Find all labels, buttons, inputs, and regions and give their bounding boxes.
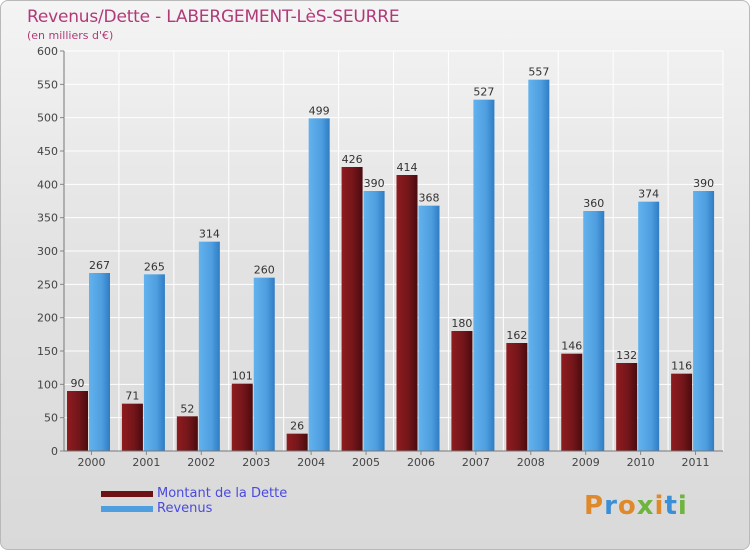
bar-revenus — [198, 241, 220, 451]
data-label-revenus: 267 — [89, 259, 110, 272]
bar-revenus — [693, 191, 715, 451]
data-label-revenus: 390 — [364, 177, 385, 190]
legend-label-revenus: Revenus — [157, 501, 213, 516]
chart-title: Revenus/Dette - LABERGEMENT-LèS-SEURRE — [27, 7, 400, 27]
bar-dette — [616, 363, 638, 451]
chart-subtitle: (en milliers d'€) — [27, 29, 114, 42]
x-tick-label: 2001 — [132, 456, 160, 469]
y-tick-label: 50 — [44, 412, 58, 425]
bar-dette — [231, 383, 253, 451]
bar-revenus — [363, 191, 385, 451]
data-label-revenus: 368 — [419, 192, 440, 205]
data-label-dette: 162 — [506, 329, 527, 342]
x-tick-label: 2000 — [77, 456, 105, 469]
data-label-dette: 146 — [561, 340, 582, 353]
x-tick-label: 2008 — [517, 456, 545, 469]
y-tick-label: 0 — [51, 445, 58, 458]
y-tick-label: 100 — [37, 378, 58, 391]
data-label-revenus: 527 — [473, 86, 494, 99]
data-label-dette: 116 — [671, 360, 692, 373]
bar-revenus — [473, 99, 495, 452]
legend-label-dette: Montant de la Dette — [157, 486, 288, 501]
legend-swatch-revenus — [101, 506, 153, 512]
x-tick-label: 2003 — [242, 456, 270, 469]
x-tick-label: 2002 — [187, 456, 215, 469]
y-tick-label: 150 — [37, 345, 58, 358]
x-tick-label: 2010 — [627, 456, 655, 469]
proxiti-logo: Proxiti — [584, 491, 688, 521]
data-label-dette: 414 — [397, 161, 418, 174]
y-tick-label: 300 — [37, 245, 58, 258]
data-label-dette: 71 — [125, 390, 139, 403]
x-tick-label: 2006 — [407, 456, 435, 469]
bar-dette — [121, 403, 143, 451]
y-tick-label: 200 — [37, 312, 58, 325]
bar-revenus — [143, 274, 165, 451]
bar-revenus — [528, 79, 550, 452]
data-label-revenus: 557 — [528, 66, 549, 79]
x-tick-label: 2007 — [462, 456, 490, 469]
x-tick-label: 2011 — [682, 456, 710, 469]
y-tick-label: 600 — [37, 45, 58, 58]
legend-swatch-dette — [101, 491, 153, 497]
bar-dette — [561, 353, 583, 451]
bar-dette — [176, 416, 198, 451]
x-tick-label: 2004 — [297, 456, 325, 469]
bar-revenus — [253, 277, 275, 451]
data-label-dette: 52 — [180, 402, 194, 415]
bar-revenus — [418, 205, 440, 451]
data-label-revenus: 374 — [638, 188, 659, 201]
y-tick-label: 400 — [37, 178, 58, 191]
y-tick-label: 450 — [37, 145, 58, 158]
bar-dette — [451, 331, 473, 451]
data-label-dette: 101 — [232, 370, 253, 383]
bar-dette — [341, 167, 363, 451]
data-label-revenus: 260 — [254, 264, 275, 277]
data-label-revenus: 390 — [693, 177, 714, 190]
bar-revenus — [308, 118, 330, 451]
bar-revenus — [638, 201, 660, 451]
bar-dette — [671, 373, 693, 451]
x-tick-label: 2009 — [572, 456, 600, 469]
bar-dette — [67, 391, 88, 451]
data-label-dette: 426 — [342, 153, 363, 166]
bar-revenus — [583, 211, 605, 451]
data-label-revenus: 314 — [199, 228, 220, 241]
y-tick-label: 500 — [37, 112, 58, 125]
data-label-dette: 26 — [290, 420, 304, 433]
bar-revenus — [89, 273, 110, 451]
y-tick-label: 350 — [37, 212, 58, 225]
data-label-revenus: 360 — [583, 197, 604, 210]
data-label-revenus: 265 — [144, 260, 165, 273]
data-label-revenus: 499 — [309, 104, 330, 117]
x-tick-label: 2005 — [352, 456, 380, 469]
data-label-dette: 90 — [71, 377, 85, 390]
bar-dette — [396, 175, 418, 451]
data-label-dette: 180 — [451, 317, 472, 330]
data-label-dette: 132 — [616, 349, 637, 362]
y-tick-label: 250 — [37, 278, 58, 291]
bar-dette — [286, 433, 308, 451]
bar-dette — [506, 343, 528, 451]
y-tick-label: 550 — [37, 78, 58, 91]
